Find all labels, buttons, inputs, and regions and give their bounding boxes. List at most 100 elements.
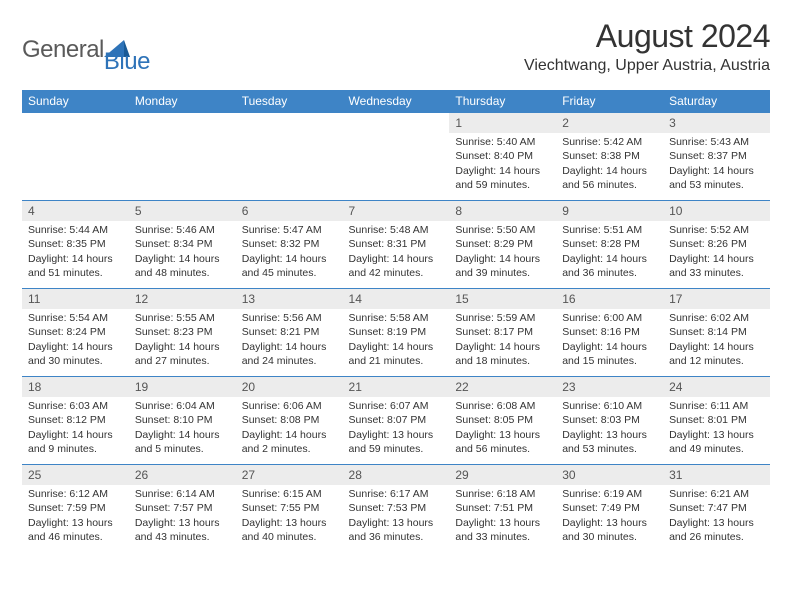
day-line: Sunset: 8:14 PM [669,325,764,339]
day-content: Sunrise: 6:08 AMSunset: 8:05 PMDaylight:… [449,397,556,460]
day-line: Sunrise: 6:07 AM [349,399,444,413]
day-line: Sunset: 8:29 PM [455,237,550,251]
day-line: Sunset: 8:05 PM [455,413,550,427]
day-number: 1 [449,113,556,133]
day-content: Sunrise: 5:48 AMSunset: 8:31 PMDaylight:… [343,221,450,284]
month-title: August 2024 [524,18,770,55]
day-cell: 24Sunrise: 6:11 AMSunset: 8:01 PMDayligh… [663,377,770,465]
day-cell: 27 Sunrise: 6:15 AMSunset: 7:55 PMDayligh… [236,465,343,553]
day-line: Daylight: 14 hours [135,428,230,442]
day-line: Sunrise: 5:46 AM [135,223,230,237]
day-line: and 12 minutes. [669,354,764,368]
day-line: Daylight: 14 hours [242,340,337,354]
day-line: Daylight: 14 hours [135,252,230,266]
day-line: and 5 minutes. [135,442,230,456]
day-cell: 26Sunrise: 6:14 AMSunset: 7:57 PMDayligh… [129,465,236,553]
day-line: Sunset: 7:51 PM [455,501,550,515]
day-number: 26 [129,465,236,485]
brand-part1: General [22,36,104,64]
day-content: Sunrise: 6:07 AMSunset: 8:07 PMDaylight:… [343,397,450,460]
day-number: 29 [449,465,556,485]
day-line: and 33 minutes. [669,266,764,280]
day-cell: 29Sunrise: 6:18 AMSunset: 7:51 PMDayligh… [449,465,556,553]
weekday-header: Thursday [449,90,556,113]
day-line: Daylight: 13 hours [349,516,444,530]
day-content: Sunrise: 5:59 AMSunset: 8:17 PMDaylight:… [449,309,556,372]
day-cell: . [22,113,129,201]
day-line: Sunset: 8:40 PM [455,149,550,163]
day-line: and 53 minutes. [562,442,657,456]
day-line: Daylight: 14 hours [669,252,764,266]
weekday-header: Monday [129,90,236,113]
weekday-header: Tuesday [236,90,343,113]
day-line: Daylight: 14 hours [135,340,230,354]
day-content: Sunrise: 6:19 AMSunset: 7:49 PMDaylight:… [556,485,663,548]
day-cell: 5Sunrise: 5:46 AMSunset: 8:34 PMDaylight… [129,201,236,289]
day-line: Daylight: 14 hours [669,164,764,178]
day-content: Sunrise: 6:10 AMSunset: 8:03 PMDaylight:… [556,397,663,460]
day-line: and 59 minutes. [349,442,444,456]
day-line: Sunrise: 6:03 AM [28,399,123,413]
day-number: 27 [236,465,343,485]
day-line: Daylight: 14 hours [349,252,444,266]
day-line: Daylight: 14 hours [562,164,657,178]
day-line: Sunset: 8:19 PM [349,325,444,339]
day-line: Daylight: 14 hours [28,340,123,354]
day-cell: 4Sunrise: 5:44 AMSunset: 8:35 PMDaylight… [22,201,129,289]
weekday-header: Sunday [22,90,129,113]
location-subtitle: Viechtwang, Upper Austria, Austria [524,57,770,75]
day-number: 15 [449,289,556,309]
day-cell: 7Sunrise: 5:48 AMSunset: 8:31 PMDaylight… [343,201,450,289]
day-line: Sunset: 8:24 PM [28,325,123,339]
day-cell: 14Sunrise: 5:58 AMSunset: 8:19 PMDayligh… [343,289,450,377]
day-line: Sunrise: 6:10 AM [562,399,657,413]
day-line: Sunset: 8:28 PM [562,237,657,251]
day-content: Sunrise: 5:56 AMSunset: 8:21 PMDaylight:… [236,309,343,372]
day-cell: 16Sunrise: 6:00 AMSunset: 8:16 PMDayligh… [556,289,663,377]
day-number: 3 [663,113,770,133]
day-line: Sunrise: 6:15 AM [242,487,337,501]
day-line: Sunset: 8:03 PM [562,413,657,427]
day-cell: 10Sunrise: 5:52 AMSunset: 8:26 PMDayligh… [663,201,770,289]
day-line: Daylight: 14 hours [242,252,337,266]
day-line: Sunset: 7:55 PM [242,501,337,515]
day-line: Sunrise: 6:21 AM [669,487,764,501]
day-line: Daylight: 14 hours [455,164,550,178]
day-number: 9 [556,201,663,221]
day-line: Daylight: 14 hours [28,252,123,266]
day-cell: 8Sunrise: 5:50 AMSunset: 8:29 PMDaylight… [449,201,556,289]
day-line: Daylight: 13 hours [455,516,550,530]
day-content: Sunrise: 5:46 AMSunset: 8:34 PMDaylight:… [129,221,236,284]
day-content: Sunrise: 6:02 AMSunset: 8:14 PMDaylight:… [663,309,770,372]
day-line: Sunrise: 5:51 AM [562,223,657,237]
day-cell: 21Sunrise: 6:07 AMSunset: 8:07 PMDayligh… [343,377,450,465]
day-line: Daylight: 13 hours [28,516,123,530]
day-line: Sunset: 8:01 PM [669,413,764,427]
day-line: Daylight: 13 hours [669,428,764,442]
day-line: Sunrise: 5:52 AM [669,223,764,237]
day-line: Daylight: 13 hours [242,516,337,530]
day-content: Sunrise: 6:21 AMSunset: 7:47 PMDaylight:… [663,485,770,548]
day-cell: 31Sunrise: 6:21 AMSunset: 7:47 PMDayligh… [663,465,770,553]
day-number: 12 [129,289,236,309]
day-number: 28 [343,465,450,485]
day-line: Sunset: 8:37 PM [669,149,764,163]
day-line: and 33 minutes. [455,530,550,544]
day-content: Sunrise: 5:58 AMSunset: 8:19 PMDaylight:… [343,309,450,372]
day-line: Sunrise: 5:58 AM [349,311,444,325]
day-content: Sunrise: 5:44 AMSunset: 8:35 PMDaylight:… [22,221,129,284]
day-number: 25 [22,465,129,485]
day-line: and 42 minutes. [349,266,444,280]
day-line: and 53 minutes. [669,178,764,192]
day-line: Sunset: 8:10 PM [135,413,230,427]
day-line: and 27 minutes. [135,354,230,368]
day-content: Sunrise: 5:52 AMSunset: 8:26 PMDaylight:… [663,221,770,284]
day-line: and 9 minutes. [28,442,123,456]
day-line: and 24 minutes. [242,354,337,368]
day-line: Sunset: 8:34 PM [135,237,230,251]
weekday-header-row: Sunday Monday Tuesday Wednesday Thursday… [22,90,770,113]
day-cell: 13Sunrise: 5:56 AMSunset: 8:21 PMDayligh… [236,289,343,377]
day-line: Sunset: 7:49 PM [562,501,657,515]
calendar-table: Sunday Monday Tuesday Wednesday Thursday… [22,90,770,553]
brand-part2: Blue [104,48,150,76]
